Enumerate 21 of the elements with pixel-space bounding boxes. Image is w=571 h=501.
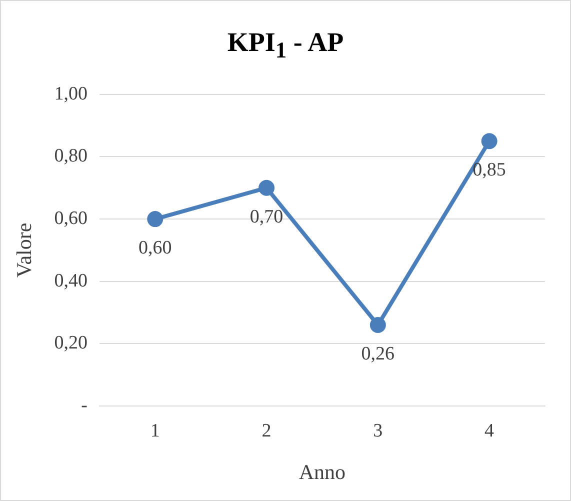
data-label: 0,26 — [361, 343, 395, 364]
y-tick-label: 1,00 — [54, 83, 88, 104]
point — [258, 180, 275, 196]
y-tick-label: 0,40 — [54, 270, 88, 292]
y-tick-label: 0,80 — [54, 146, 88, 167]
point — [147, 211, 164, 228]
x-axis-title: Anno — [298, 460, 346, 484]
x-tick-label: 3 — [373, 420, 383, 442]
y-axis-title: Valore — [12, 222, 36, 278]
data-label: 0,70 — [250, 206, 284, 228]
x-tick-label: 4 — [484, 420, 495, 442]
x-tick-label: 1 — [150, 420, 160, 442]
chart-title: KPI$_{1}$ - AP — [226, 27, 345, 64]
y-tick-label: 0,20 — [54, 332, 88, 354]
y-tick-label: - — [81, 394, 88, 416]
data-label: 0,60 — [138, 238, 172, 259]
x-tick-label: 2 — [262, 420, 272, 442]
point — [370, 316, 386, 333]
data-label: 0,85 — [472, 160, 506, 181]
point — [481, 133, 498, 150]
y-tick-label: 0,60 — [54, 208, 88, 230]
